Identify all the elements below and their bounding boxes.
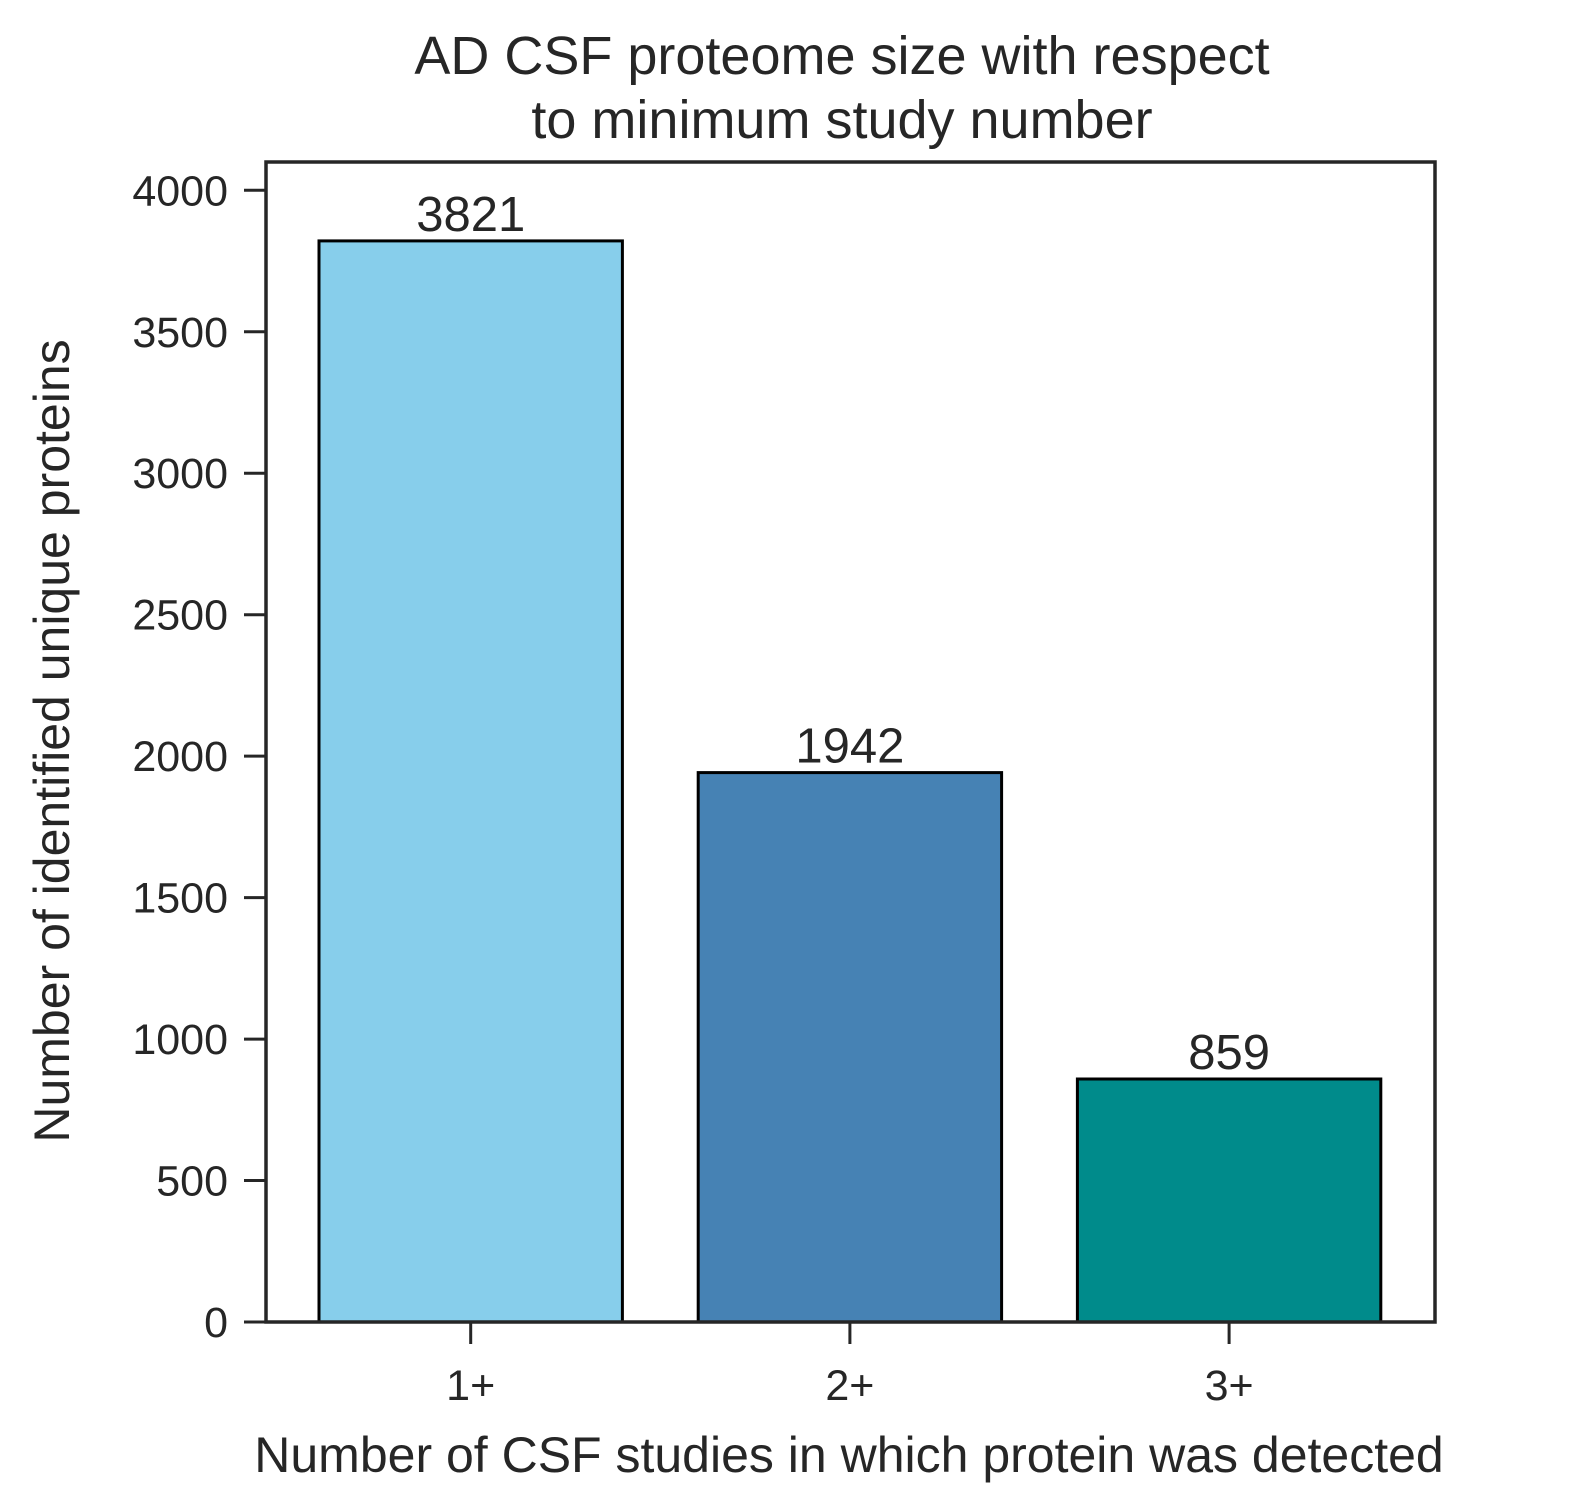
bar-3 bbox=[1075, 1077, 1383, 1324]
y-tick-label-1500: 1500 bbox=[132, 875, 228, 923]
x-tick-label-3: 3+ bbox=[1205, 1362, 1254, 1410]
chart-title: AD CSF proteome size with respect to min… bbox=[414, 26, 1269, 150]
y-tick-label-1000: 1000 bbox=[132, 1016, 228, 1064]
x-tick-label-1: 1+ bbox=[446, 1362, 495, 1410]
data-label-1: 3821 bbox=[416, 188, 525, 242]
y-tick-label-500: 500 bbox=[156, 1158, 228, 1206]
y-tick-label-0: 0 bbox=[204, 1299, 228, 1347]
bar-2 bbox=[696, 771, 1004, 1324]
plot-frame bbox=[264, 160, 1437, 1324]
data-label-2: 1942 bbox=[795, 720, 904, 774]
x-axis-label: Number of CSF studies in which protein w… bbox=[254, 1427, 1443, 1483]
y-axis-label: Number of identified unique proteins bbox=[24, 339, 80, 1142]
bar-1 bbox=[317, 239, 624, 1324]
y-tick-label-2000: 2000 bbox=[132, 733, 228, 781]
data-label-3: 859 bbox=[1188, 1026, 1270, 1080]
chart-title-line-1: AD CSF proteome size with respect bbox=[414, 26, 1269, 86]
y-tick-label-2500: 2500 bbox=[132, 592, 228, 640]
y-tick-label-4000: 4000 bbox=[132, 167, 228, 215]
y-tick-label-3000: 3000 bbox=[132, 450, 228, 498]
y-tick-label-3500: 3500 bbox=[132, 309, 228, 357]
chart-title-line-2: to minimum study number bbox=[531, 90, 1152, 150]
x-tick-label-2: 2+ bbox=[825, 1362, 874, 1410]
plot-area: 3821 1+ 1942 2+ 859 3+ 0 500 1000 1500 2000 2500 300… bbox=[132, 160, 1437, 1410]
